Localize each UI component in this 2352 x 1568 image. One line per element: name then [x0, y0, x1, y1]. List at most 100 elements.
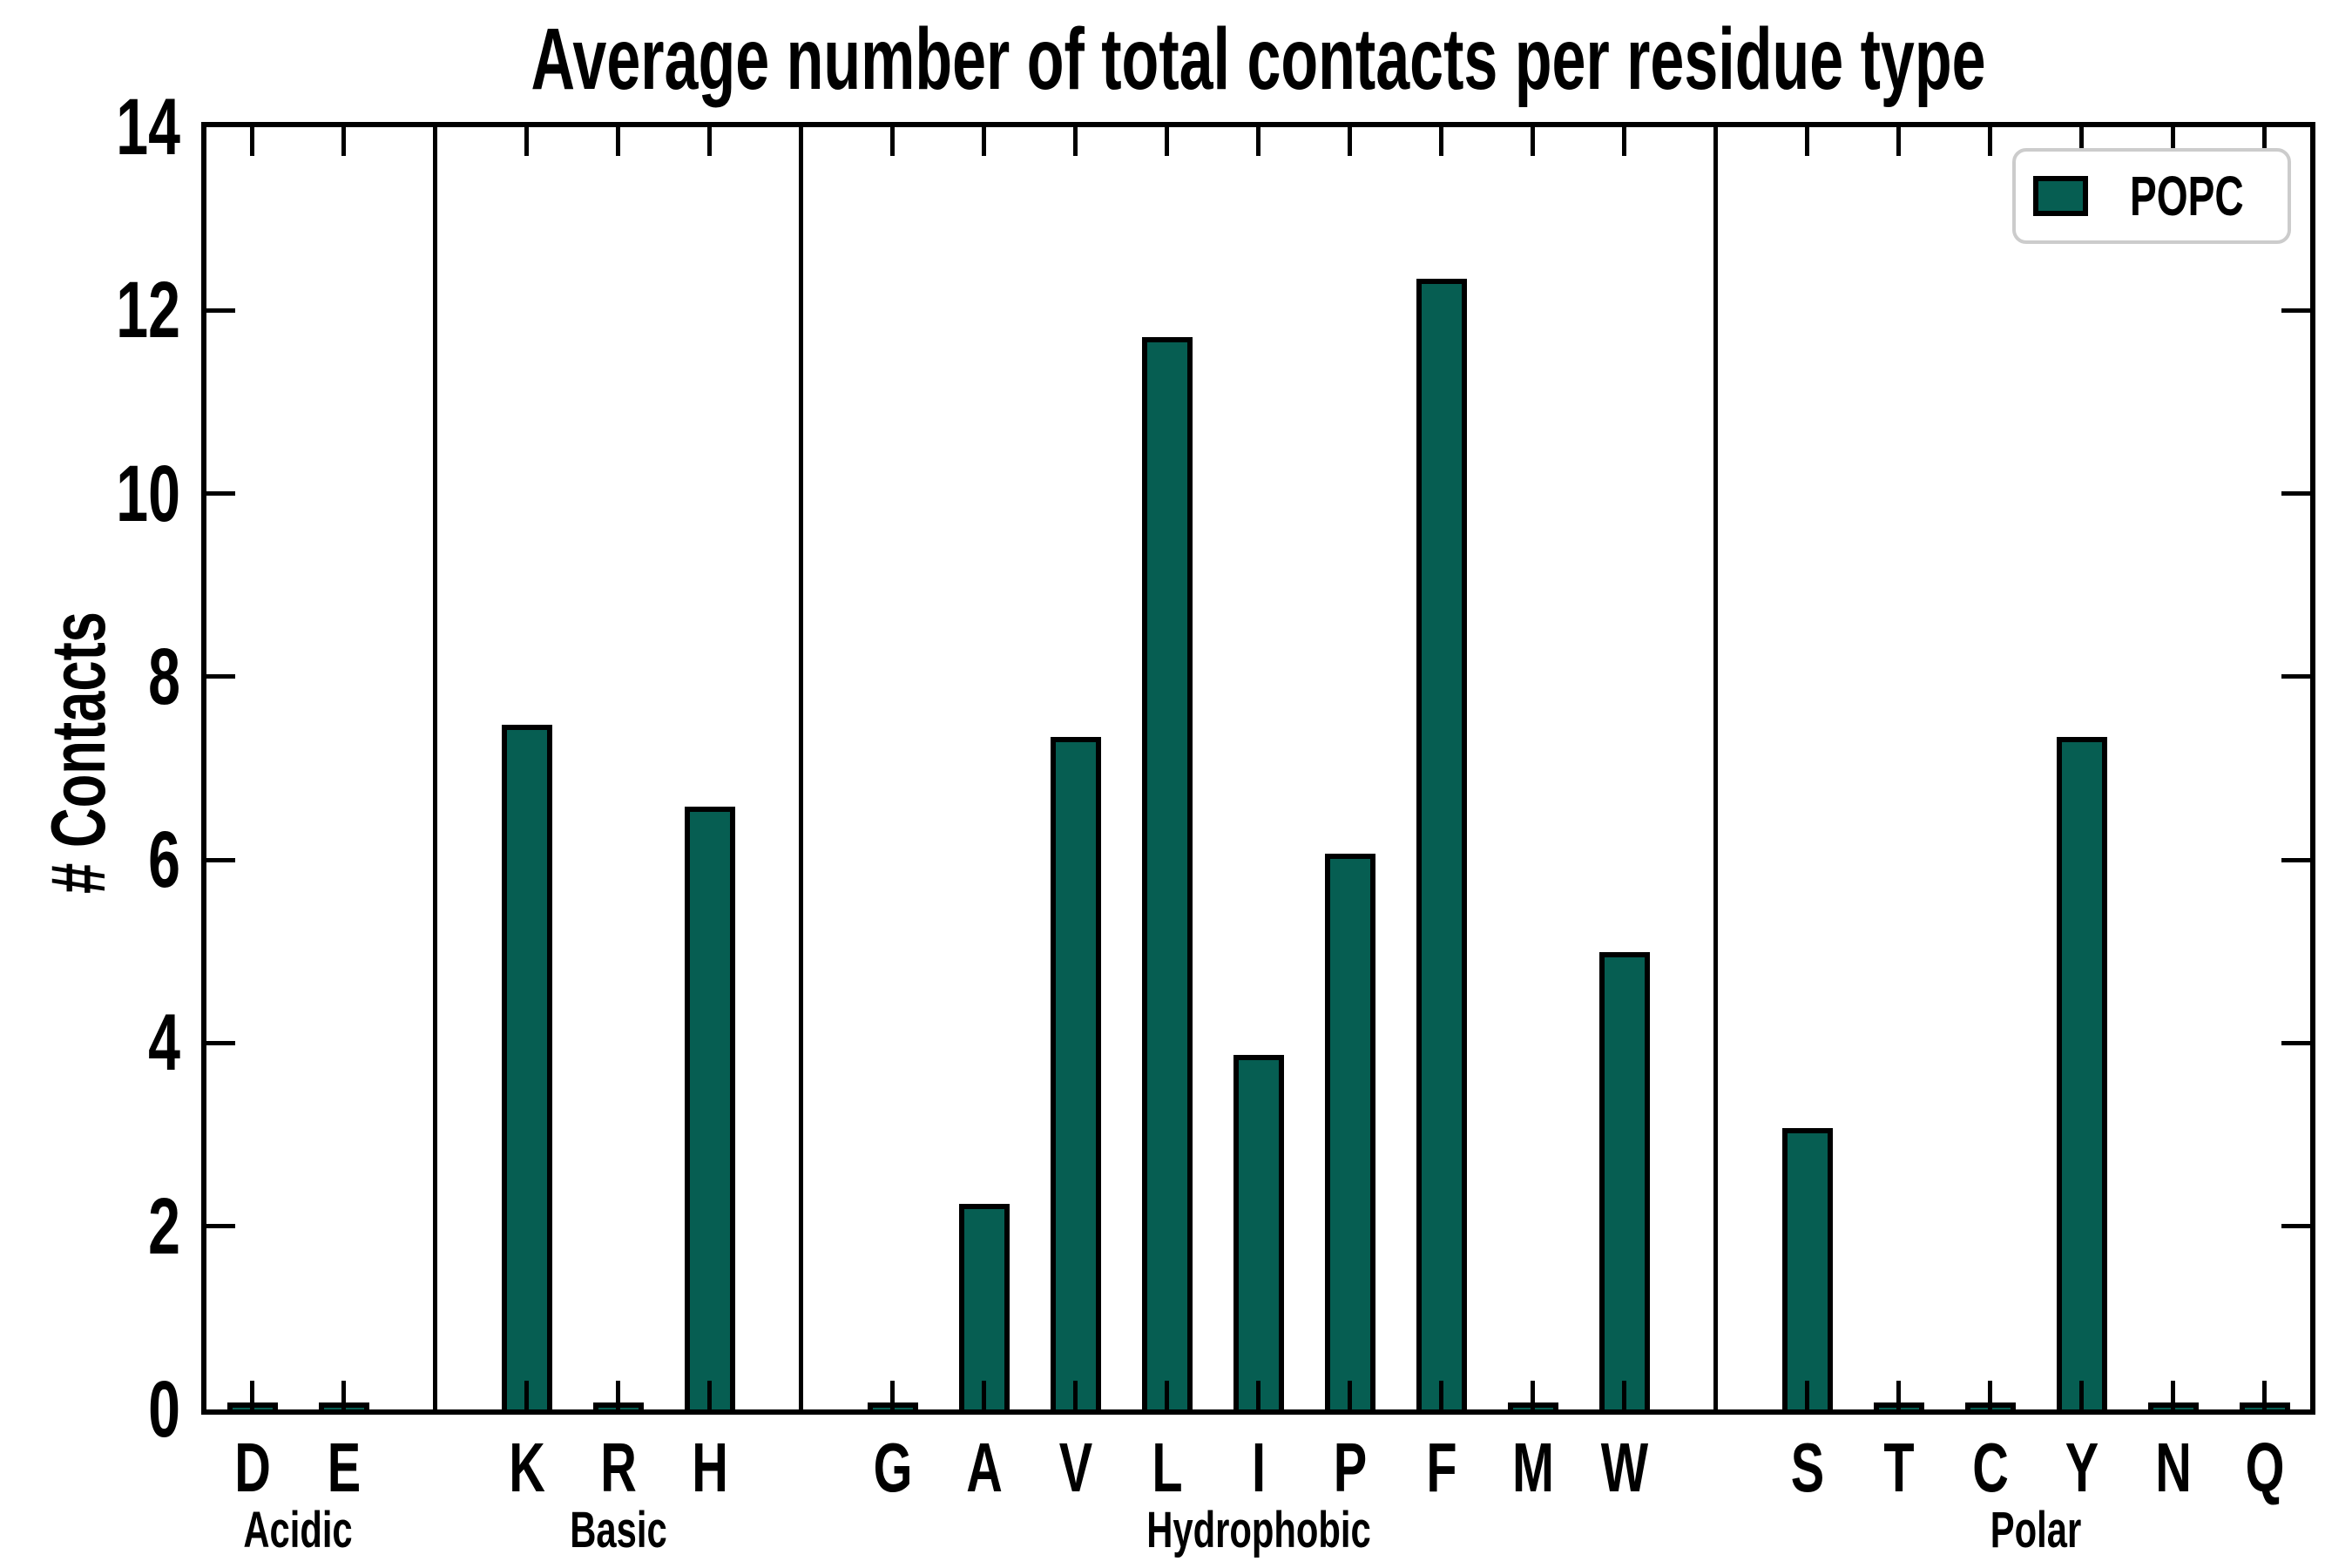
x-tick: [890, 127, 895, 156]
x-tick-label-H: H: [691, 1429, 728, 1506]
y-tick: [206, 308, 235, 313]
x-tick: [2079, 1381, 2084, 1409]
x-tick-label-S: S: [1790, 1429, 1824, 1506]
x-tick-label-G: G: [873, 1429, 912, 1506]
x-tick: [1896, 127, 1901, 156]
x-tick-label-F: F: [1425, 1429, 1457, 1506]
group-separator: [433, 127, 437, 1409]
y-tick: [206, 1040, 235, 1045]
x-tick: [524, 1381, 529, 1409]
legend-label: POPC: [2129, 165, 2244, 227]
x-tick-label-D: D: [233, 1429, 271, 1506]
x-tick: [1988, 1381, 1992, 1409]
x-tick: [616, 1381, 620, 1409]
y-tick: [2281, 308, 2310, 313]
y-tick-label-6: 6: [148, 815, 180, 905]
x-tick: [1896, 1381, 1901, 1409]
x-tick: [1348, 127, 1352, 156]
x-tick-label-P: P: [1333, 1429, 1367, 1506]
x-tick-label-N: N: [2154, 1429, 2192, 1506]
x-tick-label-M: M: [1511, 1429, 1554, 1506]
x-tick: [1988, 127, 1992, 156]
x-tick-label-K: K: [508, 1429, 545, 1506]
x-tick: [1165, 1381, 1169, 1409]
x-tick-label-V: V: [1058, 1429, 1092, 1506]
x-tick: [2262, 1381, 2267, 1409]
x-tick-label-L: L: [1151, 1429, 1183, 1506]
bar-W: [1598, 952, 1650, 1409]
bar-V: [1050, 737, 1101, 1409]
right-spine: [2310, 122, 2315, 1415]
bar-P: [1324, 853, 1375, 1409]
x-tick: [1439, 127, 1443, 156]
bar-L: [1141, 336, 1193, 1409]
bar-S: [1781, 1128, 1833, 1409]
y-tick: [2281, 1224, 2310, 1229]
y-tick-label-0: 0: [148, 1365, 180, 1454]
chart-title: Average number of total contacts per res…: [206, 9, 2310, 110]
top-spine: [201, 122, 2315, 127]
bar-Y: [2056, 737, 2107, 1409]
group-separator: [1713, 127, 1718, 1409]
x-tick: [1805, 127, 1809, 156]
x-tick: [250, 127, 254, 156]
x-tick-label-W: W: [1600, 1429, 1648, 1506]
y-tick: [206, 674, 235, 679]
y-tick-label-12: 12: [116, 266, 180, 355]
x-tick: [1073, 1381, 1078, 1409]
x-tick: [1622, 127, 1626, 156]
x-tick: [250, 1381, 254, 1409]
y-tick: [2281, 1040, 2310, 1045]
x-tick: [341, 127, 346, 156]
bar-H: [684, 807, 735, 1409]
bar-K: [501, 724, 552, 1409]
y-tick-label-14: 14: [116, 83, 180, 172]
bottom-spine: [201, 1409, 2315, 1415]
group-separator: [799, 127, 803, 1409]
chart-title-text: Average number of total contacts per res…: [531, 10, 1986, 108]
legend: POPC: [2012, 148, 2291, 244]
bar-F: [1416, 278, 1467, 1409]
x-tick: [982, 1381, 986, 1409]
x-tick: [341, 1381, 346, 1409]
x-tick: [1348, 1381, 1352, 1409]
x-tick: [2079, 127, 2084, 156]
bar-I: [1233, 1055, 1284, 1409]
y-tick: [206, 491, 235, 497]
x-tick: [2171, 127, 2175, 156]
y-tick: [206, 857, 235, 862]
x-tick: [2171, 1381, 2175, 1409]
x-tick: [1622, 1381, 1626, 1409]
group-label-basic: Basic: [569, 1502, 667, 1558]
x-tick: [2262, 127, 2267, 156]
x-tick: [1805, 1381, 1809, 1409]
x-tick: [1439, 1381, 1443, 1409]
x-tick: [1073, 127, 1078, 156]
y-tick: [206, 1224, 235, 1229]
y-tick-label-8: 8: [148, 632, 180, 721]
x-tick: [616, 127, 620, 156]
x-tick: [1256, 1381, 1260, 1409]
x-tick-label-E: E: [327, 1429, 361, 1506]
x-tick: [982, 127, 986, 156]
x-tick: [524, 127, 529, 156]
x-tick-label-I: I: [1251, 1429, 1266, 1506]
x-tick-label-R: R: [599, 1429, 637, 1506]
x-tick: [1531, 1381, 1535, 1409]
x-tick: [1165, 127, 1169, 156]
y-tick: [2281, 857, 2310, 862]
x-tick: [707, 1381, 712, 1409]
y-tick-label-2: 2: [148, 1181, 180, 1271]
group-label-acidic: Acidic: [243, 1502, 353, 1558]
x-tick-label-A: A: [965, 1429, 1003, 1506]
plot-area: POPC: [201, 122, 2315, 1415]
x-tick-label-C: C: [1971, 1429, 2009, 1506]
y-tick: [2281, 674, 2310, 679]
y-tick: [2281, 491, 2310, 497]
x-tick-label-T: T: [1882, 1429, 1915, 1506]
x-tick: [707, 127, 712, 156]
y-tick-label-10: 10: [116, 449, 180, 538]
y-tick-label-4: 4: [148, 998, 180, 1088]
x-tick-label-Y: Y: [2065, 1429, 2099, 1506]
